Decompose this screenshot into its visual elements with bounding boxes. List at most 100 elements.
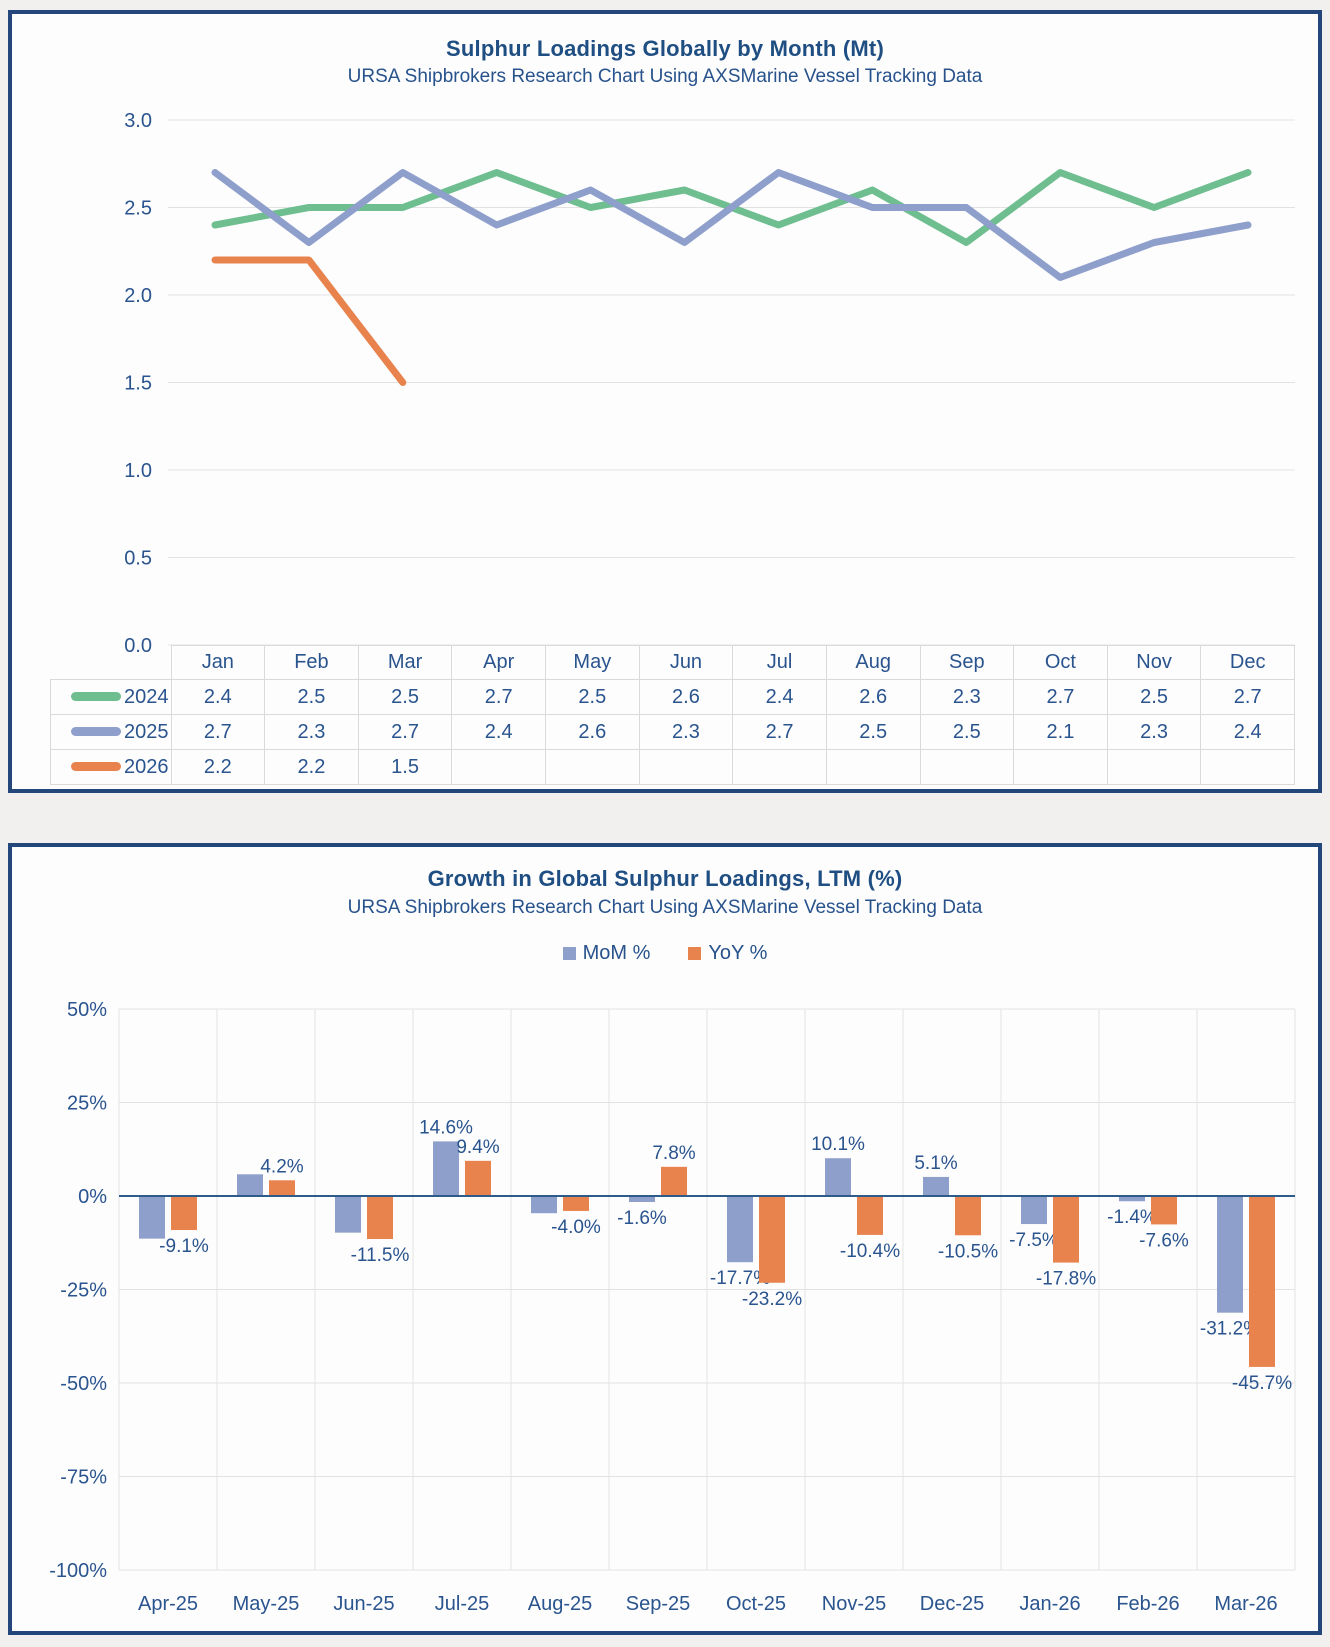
- table-cell: [545, 749, 640, 785]
- y-tick-label: -75%: [60, 1467, 107, 1489]
- table-cell: 2.3: [919, 679, 1015, 715]
- bar-label: 5.1%: [914, 1153, 957, 1174]
- x-tick-label: Oct-25: [726, 1593, 786, 1615]
- legend-swatch-icon: [688, 947, 702, 960]
- bar-label: -10.5%: [938, 1241, 998, 1262]
- legend-swatch-2026: [71, 761, 121, 771]
- legend-swatch-icon: [562, 947, 576, 960]
- growth-chart-legend: MoM % YoY %: [12, 942, 1318, 965]
- bar-yoy: [269, 1180, 295, 1196]
- bar-label: 10.1%: [811, 1134, 865, 1155]
- bar-mom: [335, 1196, 361, 1233]
- table-cell: 2.2: [170, 749, 266, 785]
- table-cell: 2.6: [825, 679, 921, 715]
- month-header: Feb: [264, 645, 359, 680]
- series-line-2025: [211, 169, 1252, 281]
- x-tick-label: Apr-25: [138, 1593, 198, 1615]
- bar-label: -9.1%: [159, 1236, 209, 1257]
- table-cell: 2.4: [170, 679, 266, 715]
- growth-chart-card: Growth in Global Sulphur Loadings, LTM (…: [8, 843, 1322, 1635]
- bar-mom: [825, 1158, 851, 1196]
- bar-mom: [1021, 1196, 1047, 1225]
- bar-yoy: [955, 1196, 981, 1236]
- bar-label: -7.5%: [1009, 1230, 1059, 1251]
- y-tick-label: 1.0: [124, 460, 152, 482]
- bar-label: 4.2%: [260, 1156, 303, 1177]
- bar-label: -4.0%: [551, 1217, 601, 1238]
- bar-yoy: [563, 1196, 589, 1211]
- table-cell: 2.7: [357, 714, 453, 750]
- bar-yoy: [759, 1196, 785, 1283]
- month-header: Apr: [451, 645, 546, 680]
- bar-yoy: [171, 1196, 197, 1231]
- table-cell: 2.1: [1013, 714, 1108, 750]
- x-tick-label: Sep-25: [626, 1593, 691, 1615]
- table-cell: [638, 749, 734, 785]
- y-tick-label: -100%: [49, 1560, 107, 1582]
- loadings-chart-title: Sulphur Loadings Globally by Month (Mt): [446, 36, 884, 61]
- legend-item-yoy: YoY %: [688, 942, 767, 965]
- table-cell: 2.5: [825, 714, 921, 750]
- bar-label: -17.7%: [710, 1268, 770, 1289]
- month-header: Oct: [1013, 645, 1108, 680]
- table-header-row: Jan Feb Mar Apr May Jun Jul Aug Sep Oct Nov Dec: [51, 645, 1295, 680]
- bar-yoy: [1151, 1196, 1177, 1225]
- bar-mom: [433, 1141, 459, 1196]
- table-row: 2026 2.2 2.2 1.5: [50, 749, 1295, 785]
- month-header: Jun: [638, 645, 734, 680]
- legend-item-mom: MoM %: [562, 942, 651, 965]
- x-tick-label: Mar-26: [1214, 1593, 1277, 1615]
- table-cell: 2.4: [732, 679, 827, 715]
- bar-label: -10.4%: [840, 1241, 900, 1262]
- bar-label: 7.8%: [652, 1143, 695, 1164]
- y-tick-label: 0%: [78, 1186, 107, 1208]
- y-tick-label: 3.0: [124, 110, 152, 132]
- table-cell: 2.7: [1200, 679, 1295, 715]
- x-tick-label: Feb-26: [1116, 1593, 1179, 1615]
- bar-mom: [531, 1196, 557, 1214]
- month-header: Sep: [919, 645, 1015, 680]
- legend-label: YoY %: [708, 942, 768, 964]
- growth-chart-title: Growth in Global Sulphur Loadings, LTM (…: [427, 866, 903, 891]
- legend-swatch-2024: [71, 691, 121, 701]
- growth-bar-chart: 50% 25% 0% -25% -50% -75% -100% 14.6% -1.6% -17.7…: [49, 999, 1296, 1615]
- table-cell: 2.5: [545, 679, 640, 715]
- table-cell: 2.3: [264, 714, 359, 750]
- legend-label: MoM %: [582, 942, 651, 964]
- table-cell: 2.7: [1013, 679, 1108, 715]
- month-header: Jan: [170, 645, 266, 680]
- series-legend-cell: 2026: [50, 749, 172, 785]
- table-corner-cell: [51, 646, 172, 680]
- table-cell: 2.5: [1106, 679, 1202, 715]
- bar-label: -1.4%: [1107, 1207, 1157, 1228]
- table-cell: [1106, 749, 1202, 785]
- table-row: 2024 2.4 2.5 2.5 2.7 2.5 2.6 2.4 2.6 2.3 2.7 2.5 2.7: [50, 679, 1295, 715]
- series-line-2026: [211, 256, 407, 386]
- table-cell: 2.7: [732, 714, 827, 750]
- table-cell: [1200, 749, 1295, 785]
- y-tick-label: -25%: [60, 1280, 107, 1302]
- table-row: 2025 2.7 2.3 2.7 2.4 2.6 2.3 2.7 2.5 2.5 2.1 2.3 2.4: [50, 714, 1295, 750]
- loadings-line-chart: 3.0 2.5 2.0 1.5 1.0 0.5 0.0: [124, 110, 1295, 657]
- table-cell: 2.5: [357, 679, 453, 715]
- loadings-chart-subtitle: URSA Shipbrokers Research Chart Using AX…: [347, 66, 983, 87]
- loadings-chart-card: Sulphur Loadings Globally by Month (Mt) …: [8, 10, 1322, 793]
- y-tick-label: -50%: [60, 1373, 107, 1395]
- month-header: Mar: [357, 645, 453, 680]
- table-cell: 2.5: [919, 714, 1015, 750]
- table-cell: 1.5: [357, 749, 453, 785]
- y-tick-label: 2.0: [124, 285, 152, 307]
- month-header: Jul: [732, 645, 827, 680]
- table-cell: [1013, 749, 1108, 785]
- bar-label: -1.6%: [617, 1208, 667, 1229]
- table-cell: 2.4: [451, 714, 546, 750]
- y-tick-label: 50%: [67, 999, 107, 1021]
- series-legend-cell: 2024: [50, 679, 172, 715]
- bar-yoy: [1249, 1196, 1275, 1367]
- y-tick-label: 0.0: [124, 635, 152, 657]
- bar-yoy: [661, 1166, 687, 1196]
- table-cell: 2.7: [170, 714, 266, 750]
- y-tick-label: 25%: [67, 1093, 107, 1115]
- series-legend-cell: 2025: [50, 714, 172, 750]
